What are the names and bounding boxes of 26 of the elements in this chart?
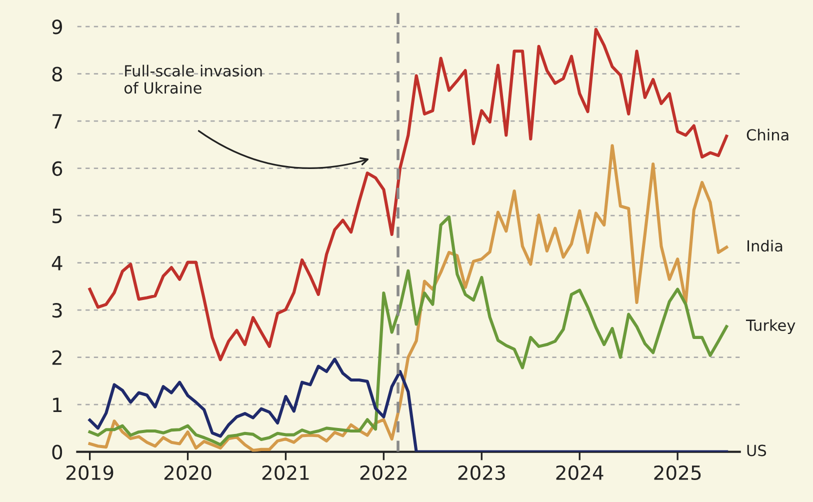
series-label: India bbox=[748, 240, 782, 252]
line-series bbox=[88, 358, 728, 452]
series-label: Turkey bbox=[746, 319, 796, 334]
line-series bbox=[88, 144, 728, 452]
y-tick-label: 9 bbox=[52, 20, 62, 34]
series-label: China bbox=[746, 128, 788, 141]
line-series bbox=[88, 28, 728, 362]
y-tick-label: 5 bbox=[52, 208, 62, 224]
y-tick-label: 6 bbox=[52, 161, 62, 176]
y-tick-label: 4 bbox=[52, 256, 62, 270]
y-tick-label: 3 bbox=[52, 303, 62, 318]
y-tick-label: 1 bbox=[53, 398, 62, 412]
x-tick-label: 2022 bbox=[360, 465, 406, 480]
x-tick-label: 2023 bbox=[458, 465, 505, 480]
x-tick-label: 2025 bbox=[654, 465, 701, 480]
y-tick-label: 2 bbox=[52, 350, 62, 365]
x-tick-label: 2020 bbox=[164, 465, 212, 480]
y-tick-label: 7 bbox=[52, 114, 62, 128]
y-tick-label: 8 bbox=[52, 66, 62, 82]
y-tick-label: 0 bbox=[52, 444, 62, 460]
annotation: Full-scale invasion of Ukraine bbox=[124, 64, 262, 94]
series-label: US bbox=[747, 444, 766, 456]
x-tick-label: 2024 bbox=[556, 465, 604, 480]
x-tick-label: 2021 bbox=[262, 465, 309, 480]
x-tick-label: 2019 bbox=[66, 465, 114, 480]
line-series bbox=[88, 215, 728, 446]
